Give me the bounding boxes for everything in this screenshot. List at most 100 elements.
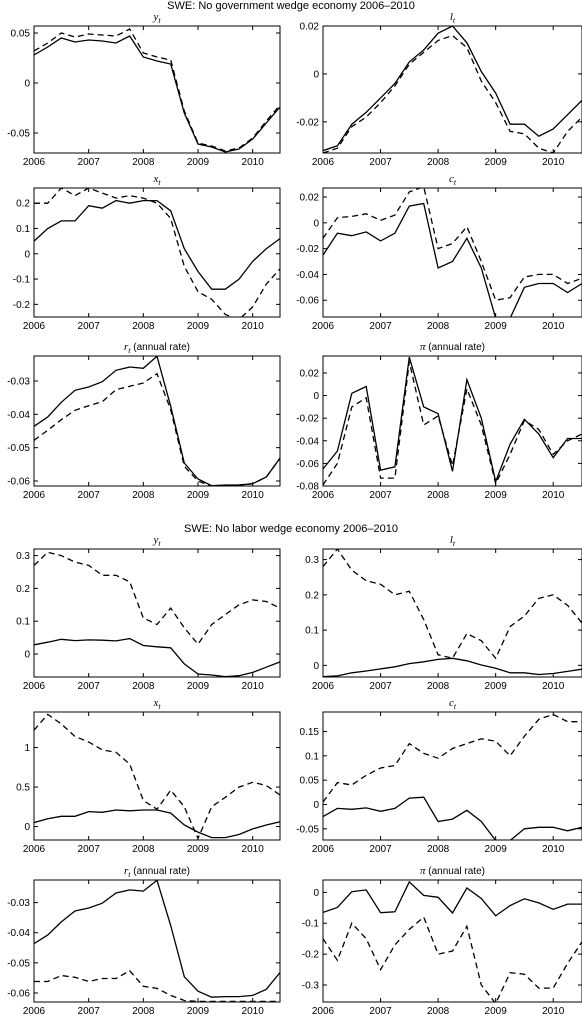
x-tick-label: 2008 xyxy=(427,321,450,332)
x-tick-label: 2006 xyxy=(312,681,335,692)
x-tick-label: 2010 xyxy=(542,321,565,332)
series-line-dashed xyxy=(323,361,582,486)
panel-title: xt xyxy=(152,697,161,711)
y-tick-label: 0.5 xyxy=(16,783,30,794)
series-line-dashed xyxy=(34,713,280,840)
x-tick-label: 2006 xyxy=(312,321,335,332)
x-tick-label: 2008 xyxy=(132,844,155,855)
figure-title-top: SWE: No government wedge economy 2006–20… xyxy=(167,0,415,12)
series-line-dashed xyxy=(323,549,582,660)
figure-title-bottom: SWE: No labor wedge economy 2006–2010 xyxy=(183,523,399,535)
x-tick-label: 2009 xyxy=(187,157,210,168)
y-tick-label: 0 xyxy=(313,888,319,899)
x-tick-label: 2007 xyxy=(78,157,101,168)
y-tick-label: -0.04 xyxy=(7,410,30,421)
x-tick-label: 2006 xyxy=(23,321,46,332)
x-tick-label: 2006 xyxy=(23,844,46,855)
y-tick-label: 0 xyxy=(313,391,319,402)
plot-frame xyxy=(33,711,281,841)
x-tick-label: 2009 xyxy=(485,321,508,332)
y-tick-label: 0 xyxy=(24,822,30,833)
y-tick-label: 0 xyxy=(24,650,30,661)
y-tick-label: -0.02 xyxy=(296,117,319,128)
y-tick-label: -0.05 xyxy=(296,824,319,835)
y-tick-label: -0.05 xyxy=(7,129,30,140)
x-tick-label: 2008 xyxy=(132,681,155,692)
y-tick-label: 0.05 xyxy=(11,29,31,40)
y-tick-label: 0 xyxy=(313,218,319,229)
x-tick-label: 2009 xyxy=(187,844,210,855)
y-tick-label: -0.05 xyxy=(7,958,30,969)
x-tick-label: 2008 xyxy=(427,844,450,855)
y-tick-label: -0.1 xyxy=(302,919,320,930)
y-tick-label: 0.2 xyxy=(16,199,30,210)
x-tick-label: 2009 xyxy=(187,1006,210,1017)
x-tick-label: 2010 xyxy=(542,1006,565,1017)
x-tick-label: 2010 xyxy=(242,681,265,692)
x-tick-label: 2006 xyxy=(312,490,335,501)
y-tick-label: 0.3 xyxy=(305,555,319,566)
x-tick-label: 2009 xyxy=(485,844,508,855)
x-tick-label: 2010 xyxy=(542,157,565,168)
x-tick-label: 2010 xyxy=(242,844,265,855)
series-line-solid xyxy=(34,35,280,153)
y-tick-label: 0 xyxy=(24,79,30,90)
y-tick-label: -0.2 xyxy=(302,950,320,961)
x-tick-label: 2007 xyxy=(78,321,101,332)
x-tick-label: 2007 xyxy=(369,844,392,855)
y-tick-label: -0.08 xyxy=(296,482,319,493)
x-tick-label: 2007 xyxy=(369,681,392,692)
series-line-solid xyxy=(34,199,280,290)
y-tick-label: -0.03 xyxy=(7,898,30,909)
y-tick-label: 0.15 xyxy=(300,727,320,738)
x-tick-label: 2010 xyxy=(242,321,265,332)
y-tick-label: 0.1 xyxy=(16,617,30,628)
y-tick-label: 0 xyxy=(24,249,30,260)
panel-title: yt xyxy=(152,11,161,25)
y-tick-label: 0.2 xyxy=(305,590,319,601)
x-tick-label: 2006 xyxy=(312,844,335,855)
x-tick-label: 2007 xyxy=(369,1006,392,1017)
y-tick-label: 0.3 xyxy=(16,551,30,562)
panel-title: ct xyxy=(449,697,457,711)
panel-title: rt (annual rate) xyxy=(124,865,190,879)
x-tick-label: 2008 xyxy=(427,1006,450,1017)
plot-frame xyxy=(33,187,281,318)
x-tick-label: 2006 xyxy=(23,681,46,692)
x-tick-label: 2008 xyxy=(132,490,155,501)
x-tick-label: 2008 xyxy=(427,490,450,501)
x-tick-label: 2007 xyxy=(78,490,101,501)
x-tick-label: 2006 xyxy=(23,157,46,168)
x-tick-label: 2009 xyxy=(187,490,210,501)
y-tick-label: 0.02 xyxy=(300,22,320,33)
y-tick-label: -0.04 xyxy=(296,436,319,447)
series-line-solid xyxy=(323,356,582,484)
series-line-dashed xyxy=(34,372,280,486)
y-tick-label: -0.04 xyxy=(7,928,30,939)
y-tick-label: -0.06 xyxy=(296,296,319,307)
y-tick-label: 0.05 xyxy=(300,776,320,787)
plot-frame xyxy=(322,548,582,678)
y-tick-label: 0 xyxy=(313,69,319,80)
x-tick-label: 2007 xyxy=(369,490,392,501)
x-tick-label: 2009 xyxy=(187,681,210,692)
series-line-dashed xyxy=(34,551,280,646)
y-tick-label: -0.06 xyxy=(7,988,30,999)
x-tick-label: 2009 xyxy=(485,681,508,692)
x-tick-label: 2006 xyxy=(312,157,335,168)
x-tick-label: 2009 xyxy=(485,157,508,168)
y-tick-label: -0.04 xyxy=(296,270,319,281)
x-tick-label: 2006 xyxy=(312,1006,335,1017)
x-tick-label: 2007 xyxy=(78,1006,101,1017)
y-tick-label: 0.02 xyxy=(300,368,320,379)
panel-title: lt xyxy=(450,11,456,25)
y-tick-label: -0.3 xyxy=(302,981,320,992)
panel-title: π (annual rate) xyxy=(420,865,485,877)
plot-frame xyxy=(322,25,582,154)
